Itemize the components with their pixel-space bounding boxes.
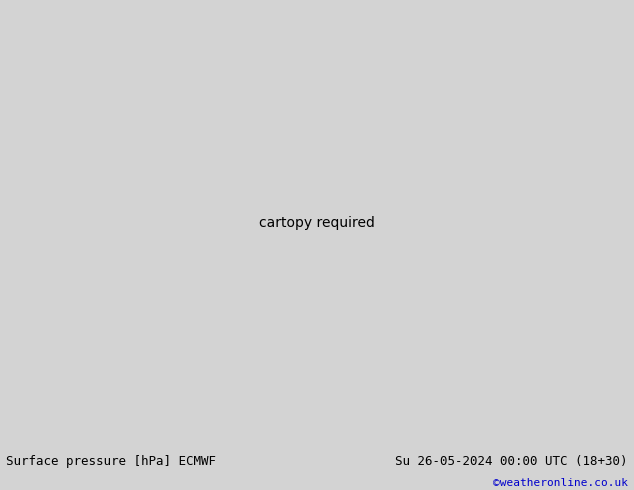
- Text: ©weatheronline.co.uk: ©weatheronline.co.uk: [493, 478, 628, 489]
- Text: Surface pressure [hPa] ECMWF: Surface pressure [hPa] ECMWF: [6, 455, 216, 468]
- Text: Su 26-05-2024 00:00 UTC (18+30): Su 26-05-2024 00:00 UTC (18+30): [395, 455, 628, 468]
- Text: cartopy required: cartopy required: [259, 216, 375, 230]
